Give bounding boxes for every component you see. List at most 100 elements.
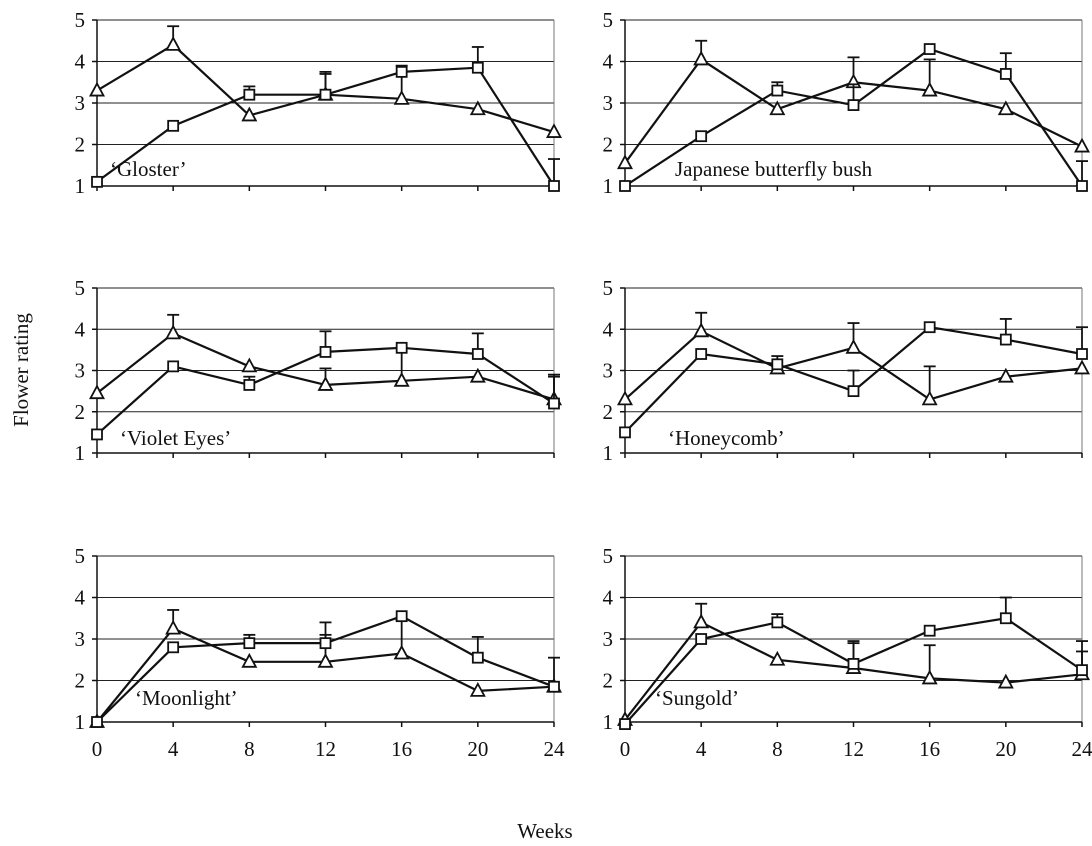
triangle-point — [693, 322, 710, 338]
y-tick-label: 5 — [603, 276, 614, 300]
square-point — [695, 348, 708, 360]
square-point — [999, 333, 1012, 346]
y-tick-label: 3 — [75, 359, 86, 383]
x-tick-label: 16 — [919, 737, 940, 761]
square-point — [923, 43, 936, 55]
square-point — [847, 658, 860, 670]
y-tick-label: 1 — [603, 710, 614, 734]
square-point — [471, 61, 484, 74]
y-tick-label: 2 — [603, 400, 614, 424]
y-tick-label: 3 — [603, 627, 614, 651]
square-point — [847, 385, 860, 398]
x-tick-label: 12 — [843, 737, 864, 761]
x-tick-label: 0 — [92, 737, 103, 761]
square-point — [243, 379, 256, 391]
panel-label: ‘Honeycomb’ — [668, 426, 785, 450]
triangle-point — [393, 89, 410, 105]
square-point — [923, 321, 936, 334]
y-tick-label: 1 — [75, 441, 86, 465]
x-tick-label: 24 — [544, 737, 566, 761]
y-tick-label: 2 — [75, 400, 86, 424]
triangle-point — [241, 106, 258, 122]
y-tick-label: 4 — [75, 586, 86, 610]
triangle-point — [165, 619, 182, 635]
triangle-point — [469, 367, 486, 383]
y-tick-label: 4 — [603, 317, 614, 341]
square-point — [319, 637, 332, 650]
triangle-point — [616, 390, 634, 406]
x-tick-label: 8 — [772, 737, 783, 761]
y-tick-label: 2 — [75, 133, 86, 157]
square-point — [771, 358, 784, 371]
y-tick-label: 3 — [603, 91, 614, 115]
panel-label: ‘Violet Eyes’ — [120, 426, 231, 450]
y-axis-title: Flower rating — [9, 313, 33, 427]
panel-2: 1 2 3 4 5 Japanese butterfly bush — [603, 8, 1091, 198]
square-point — [923, 624, 936, 637]
panel-1: 1 2 3 4 5 ‘Gloster’ — [75, 8, 563, 198]
y-tick-label: 1 — [75, 710, 86, 734]
y-tick-label: 2 — [75, 669, 86, 693]
square-point — [999, 612, 1012, 625]
triangle-point — [769, 650, 786, 666]
square-point — [619, 426, 631, 439]
square-point — [619, 718, 631, 730]
triangle-point — [241, 652, 258, 668]
square-point — [91, 175, 103, 188]
square-point — [471, 348, 484, 360]
square-point — [695, 633, 708, 645]
x-tick-label: 20 — [995, 737, 1016, 761]
y-tick-label: 5 — [75, 8, 86, 32]
square-point — [319, 346, 332, 358]
triangle-point — [317, 652, 334, 668]
y-tick-label: 1 — [75, 174, 86, 198]
square-point — [243, 637, 256, 650]
square-point — [167, 119, 180, 132]
triangle-point — [997, 673, 1014, 689]
triangle-point — [693, 50, 710, 66]
square-point — [395, 65, 408, 78]
y-tick-label: 5 — [603, 544, 614, 568]
square-point — [1076, 348, 1088, 360]
square-point — [395, 341, 408, 354]
y-tick-label: 4 — [75, 50, 86, 74]
x-tick-label: 4 — [168, 737, 179, 761]
triangle-point — [393, 644, 410, 660]
triangle-point — [845, 338, 862, 354]
square-point — [91, 716, 103, 728]
square-point — [619, 180, 631, 192]
square-point — [243, 88, 256, 101]
triangle-point — [769, 100, 786, 116]
y-tick-label: 4 — [603, 50, 614, 74]
square-point — [548, 180, 560, 192]
series-line-square — [96, 346, 555, 436]
y-tick-label: 4 — [75, 317, 86, 341]
triangle-point — [1073, 359, 1091, 375]
x-tick-label: 16 — [391, 737, 412, 761]
y-tick-label: 5 — [75, 544, 86, 568]
triangle-point — [165, 36, 182, 51]
square-point — [1076, 180, 1088, 192]
panel-label: ‘Moonlight’ — [135, 686, 238, 710]
panel-3: 1 2 3 4 5 ‘Violet Eyes’ — [75, 276, 563, 465]
triangle-point — [997, 100, 1014, 116]
panel-label: ‘Gloster’ — [110, 157, 187, 181]
x-axis-title: Weeks — [517, 819, 572, 843]
triangle-point — [241, 357, 258, 373]
triangle-point — [1073, 137, 1091, 153]
panel-4: 1 2 3 4 5 ‘Honeycomb’ — [603, 276, 1091, 465]
triangle-point — [469, 681, 486, 697]
square-point — [395, 610, 408, 623]
triangle-point — [693, 613, 710, 629]
square-point — [91, 428, 103, 441]
panel-label: ‘Sungold’ — [655, 686, 739, 710]
square-point — [771, 616, 784, 629]
triangle-point — [88, 384, 106, 400]
triangle-point — [921, 81, 938, 97]
x-tick-label: 4 — [696, 737, 707, 761]
square-point — [167, 641, 180, 654]
triangle-point — [921, 669, 938, 685]
